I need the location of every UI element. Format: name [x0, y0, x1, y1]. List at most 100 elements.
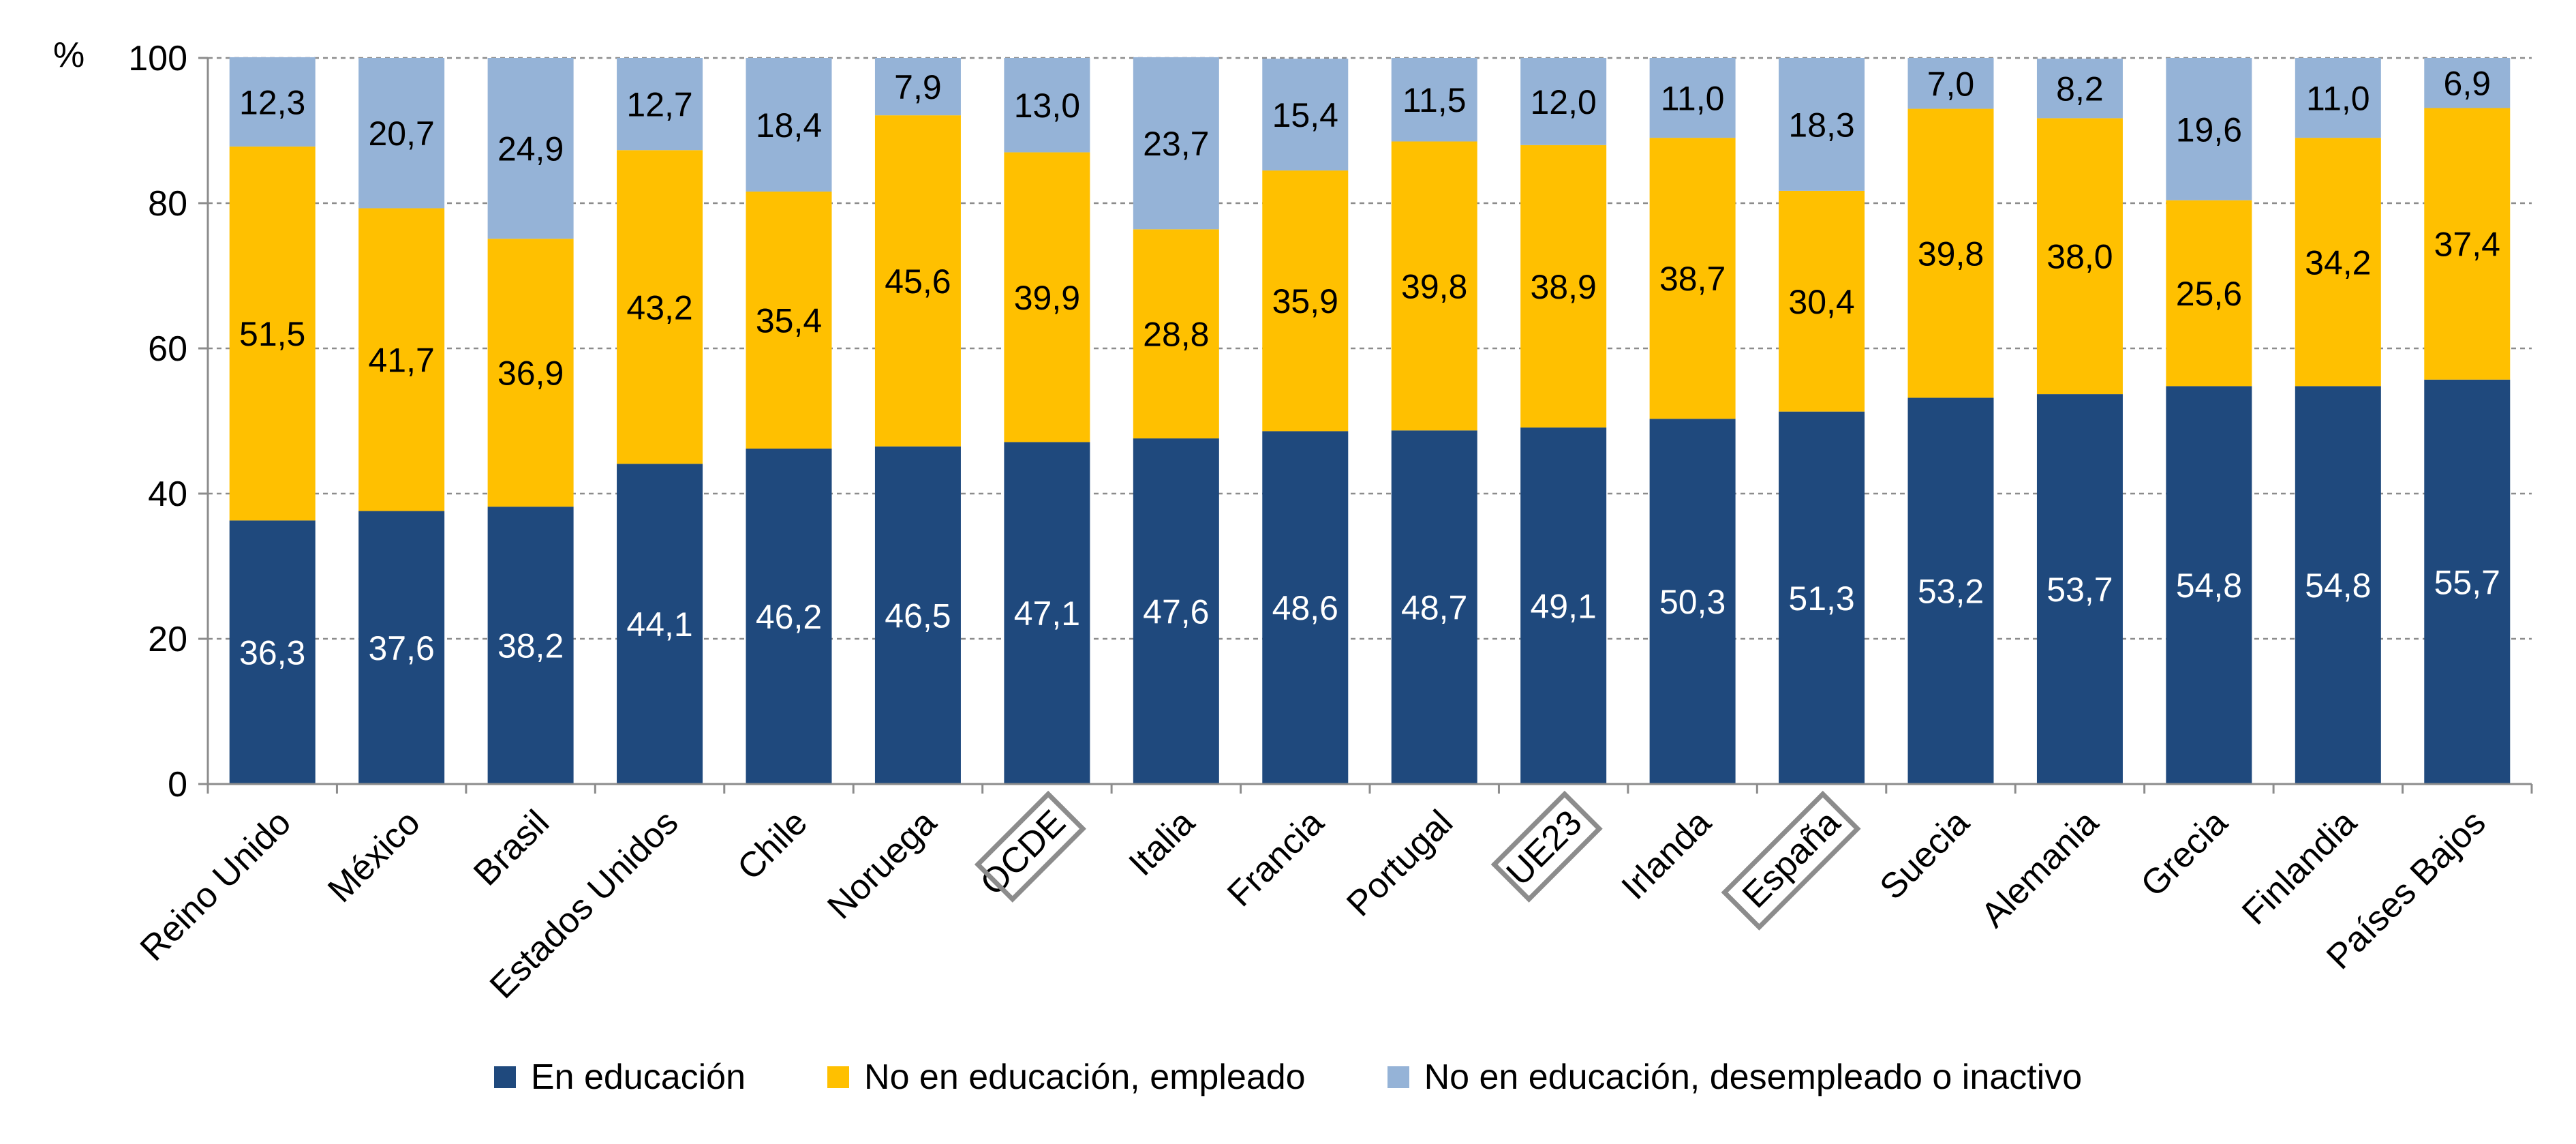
data-label-paises-bajos-s2: 6,9	[2444, 65, 2491, 103]
bar-paises-bajos-s1	[2424, 108, 2511, 380]
y-axis-unit-label: %	[53, 35, 85, 75]
highlight-box-ue23	[1490, 790, 1603, 903]
bar-irlanda-s1	[1649, 138, 1736, 419]
legend-label-en-educacion: En educación	[530, 1057, 746, 1097]
data-label-ue23-s0: 49,1	[1531, 588, 1597, 626]
value-label-layer: 36,3 51,5 12,3 37,6 41,7 20,7 38,2 36,9 24,9 44,1…	[239, 65, 2500, 672]
legend-swatch-en-educacion	[493, 1066, 516, 1088]
highlight-box-ocde	[974, 790, 1086, 903]
bar-espana-s1	[1779, 190, 1865, 412]
data-label-francia-s1: 35,9	[1272, 282, 1338, 320]
y-tick-label-40: 40	[148, 475, 187, 514]
x-label-group-finlandia: Finlandia	[2235, 802, 2364, 932]
y-tick-label-100: 100	[128, 39, 187, 78]
data-label-estados-unidos-s1: 43,2	[626, 288, 692, 327]
data-label-ocde-s0: 47,1	[1014, 594, 1080, 633]
bar-grecia-s2	[2166, 58, 2252, 200]
data-label-espana-s1: 30,4	[1788, 283, 1854, 321]
bar-ue23-s1	[1520, 145, 1607, 428]
legend-item-desempleado-inactivo: No en educación, desempleado o inactivo	[1387, 1057, 2083, 1098]
bar-grecia-s1	[2166, 200, 2252, 387]
data-label-ue23-s2: 12,0	[1531, 83, 1597, 121]
bar-suecia-s0	[1907, 397, 1994, 784]
data-label-portugal-s2: 11,5	[1402, 81, 1467, 119]
bar-brasil-s0	[487, 507, 574, 784]
bar-suecia-s2	[1907, 58, 1994, 109]
data-label-ocde-s2: 13,0	[1014, 87, 1080, 125]
x-label-group-reino-unido: Reino Unido	[133, 802, 298, 968]
legend-label-empleado: No en educación, empleado	[864, 1057, 1306, 1097]
bar-chile-s0	[746, 448, 832, 784]
axis-layer	[198, 57, 2533, 794]
bar-francia-s1	[1262, 170, 1349, 432]
bar-brasil-s1	[487, 239, 574, 507]
bar-mexico-s1	[358, 208, 445, 511]
bar-ocde-s2	[1004, 58, 1090, 153]
x-tick-label-noruega: Noruega	[820, 802, 944, 927]
data-label-italia-s0: 47,6	[1143, 593, 1209, 631]
y-tick-label-80: 80	[148, 184, 187, 224]
x-tick-label-reino-unido: Reino Unido	[133, 802, 298, 968]
data-label-noruega-s1: 45,6	[885, 262, 951, 301]
x-tick-label-italia: Italia	[1122, 802, 1203, 884]
data-label-chile-s1: 35,4	[756, 301, 822, 340]
data-label-chile-s2: 18,4	[756, 106, 822, 145]
data-label-mexico-s0: 37,6	[369, 629, 435, 667]
bar-irlanda-s0	[1649, 419, 1736, 784]
x-label-group-irlanda: Irlanda	[1614, 802, 1719, 907]
x-label-group-italia: Italia	[1122, 802, 1203, 884]
bar-portugal-s1	[1391, 141, 1477, 431]
bar-reino-unido-s0	[229, 520, 316, 784]
legend-swatch-desempleado-inactivo	[1387, 1066, 1409, 1088]
bar-italia-s2	[1133, 57, 1219, 230]
x-label-group-espana: España	[1721, 790, 1861, 931]
x-label-group-grecia: Grecia	[2134, 802, 2235, 904]
data-label-reino-unido-s0: 36,3	[239, 634, 305, 672]
bar-alemania-s1	[2036, 118, 2123, 395]
bar-espana-s0	[1779, 411, 1865, 784]
x-tick-label-portugal: Portugal	[1339, 802, 1460, 924]
x-label-group-chile: Chile	[730, 802, 815, 888]
legend-label-desempleado-inactivo: No en educación, desempleado o inactivo	[1424, 1057, 2083, 1097]
bar-estados-unidos-s2	[617, 58, 703, 151]
x-tick-label-chile: Chile	[730, 802, 815, 888]
data-label-brasil-s2: 24,9	[497, 130, 564, 168]
data-label-noruega-s2: 7,9	[894, 68, 942, 106]
data-label-francia-s0: 48,6	[1272, 589, 1338, 627]
legend-item-empleado: No en educación, empleado	[827, 1057, 1306, 1098]
data-label-portugal-s0: 48,7	[1401, 589, 1467, 627]
bar-noruega-s1	[874, 115, 961, 447]
bar-reino-unido-s2	[229, 57, 316, 147]
data-label-irlanda-s2: 11,0	[1661, 80, 1725, 118]
bar-portugal-s2	[1391, 58, 1477, 142]
data-label-mexico-s2: 20,7	[369, 115, 435, 153]
bar-francia-s0	[1262, 431, 1349, 784]
y-tick-label-layer: 0 20 40 60 80 100	[128, 39, 187, 804]
bar-paises-bajos-s2	[2424, 58, 2511, 108]
bar-ocde-s1	[1004, 152, 1090, 442]
x-label-group-portugal: Portugal	[1339, 802, 1460, 924]
data-label-suecia-s1: 39,8	[1918, 235, 1984, 273]
data-label-finlandia-s1: 34,2	[2305, 243, 2371, 282]
x-tick-label-alemania: Alemania	[1974, 802, 2106, 935]
bar-italia-s1	[1133, 229, 1219, 439]
bar-italia-s0	[1133, 438, 1219, 784]
data-label-finlandia-s0: 54,8	[2305, 567, 2371, 605]
x-label-group-francia: Francia	[1220, 802, 1332, 914]
x-label-group-ue23: UE23	[1490, 790, 1603, 903]
bar-estados-unidos-s1	[617, 150, 703, 464]
y-tick-label-60: 60	[148, 329, 187, 369]
data-label-finlandia-s2: 11,0	[2306, 80, 2370, 118]
data-label-italia-s1: 28,8	[1143, 316, 1209, 354]
x-tick-label-brasil: Brasil	[466, 802, 557, 893]
data-label-francia-s2: 15,4	[1272, 96, 1338, 134]
bars-layer	[229, 57, 2511, 784]
x-tick-label-grecia: Grecia	[2134, 802, 2235, 904]
data-label-grecia-s1: 25,6	[2176, 275, 2242, 313]
x-tick-label-francia: Francia	[1220, 802, 1332, 914]
data-label-suecia-s0: 53,2	[1918, 573, 1984, 611]
bar-espana-s2	[1779, 58, 1865, 191]
data-label-mexico-s1: 41,7	[369, 342, 435, 380]
